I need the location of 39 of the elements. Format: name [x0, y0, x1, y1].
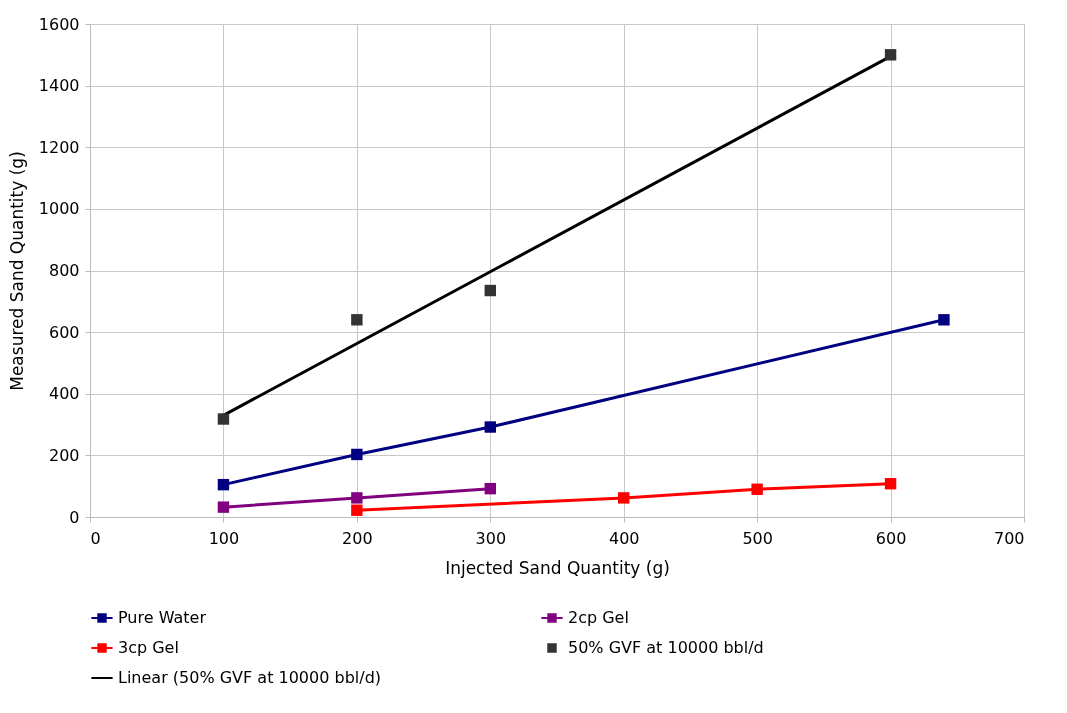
- x-tick-label: 0: [90, 528, 101, 548]
- point: [351, 492, 363, 504]
- point: [751, 483, 763, 495]
- point: [351, 504, 363, 516]
- x-tick-label: 200: [342, 528, 373, 548]
- y-tick-label: 1400: [38, 76, 80, 96]
- x-axis-title: Injected Sand Quantity (g): [445, 557, 670, 578]
- y-tick-label: 200: [48, 445, 80, 465]
- legend-label: Pure Water: [118, 608, 207, 627]
- y-tick-label: 400: [48, 384, 80, 404]
- point: [884, 478, 897, 490]
- point: [351, 314, 363, 326]
- y-tick-label: 600: [48, 322, 80, 342]
- x-tick-label: 100: [208, 528, 240, 548]
- x-tick-label: 600: [875, 528, 907, 548]
- y-tick-label: 800: [48, 261, 80, 280]
- point: [884, 49, 897, 61]
- point: [217, 478, 230, 491]
- point: [217, 413, 230, 425]
- point: [618, 492, 630, 504]
- legend-label: 50% GVF at 10000 bbl/d: [568, 638, 764, 657]
- point: [484, 482, 496, 495]
- y-tick-label: 1000: [38, 199, 80, 219]
- legend-label: 3cp Gel: [118, 638, 179, 657]
- point: [484, 421, 496, 433]
- x-tick-label: 400: [608, 528, 640, 548]
- point: [217, 501, 230, 513]
- y-tick-label: 0: [69, 507, 80, 527]
- y-axis-title: Measured Sand Quantity (g): [6, 151, 27, 391]
- x-tick-label: 700: [993, 528, 1025, 548]
- x-tick-label: 300: [475, 528, 507, 548]
- legend-label: 2cp Gel: [568, 608, 629, 627]
- legend-label: Linear (50% GVF at 10000 bbl/d): [118, 668, 382, 687]
- point: [351, 448, 363, 461]
- y-tick-label: 1200: [38, 137, 80, 157]
- y-tick-label: 1600: [38, 14, 80, 34]
- x-tick-label: 500: [742, 528, 773, 548]
- point: [484, 284, 496, 297]
- point: [938, 314, 950, 326]
